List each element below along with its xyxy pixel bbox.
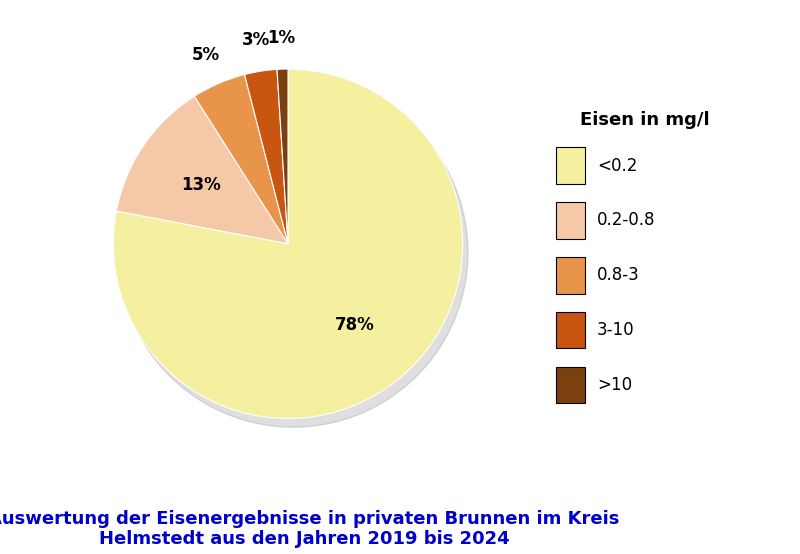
Bar: [556, 312, 585, 348]
Wedge shape: [194, 75, 288, 244]
Text: 3-10: 3-10: [597, 321, 634, 339]
Text: 3%: 3%: [242, 31, 270, 49]
Wedge shape: [277, 69, 288, 244]
Text: >10: >10: [597, 376, 632, 394]
Bar: [556, 367, 585, 403]
Text: 13%: 13%: [182, 176, 221, 194]
Text: <0.2: <0.2: [597, 157, 637, 175]
Wedge shape: [116, 96, 288, 244]
Wedge shape: [114, 69, 462, 418]
Text: 5%: 5%: [192, 45, 220, 64]
Bar: [556, 147, 585, 184]
Ellipse shape: [118, 78, 468, 427]
Wedge shape: [245, 69, 288, 244]
Text: 78%: 78%: [335, 316, 374, 334]
Text: 1%: 1%: [267, 29, 295, 47]
Text: 0.2-0.8: 0.2-0.8: [597, 212, 655, 229]
Text: Eisen in mg/l: Eisen in mg/l: [580, 111, 710, 129]
Text: 0.8-3: 0.8-3: [597, 266, 639, 284]
Bar: [556, 202, 585, 239]
Text: Auswertung der Eisenergebnisse in privaten Brunnen im Kreis
Helmstedt aus den Ja: Auswertung der Eisenergebnisse in privat…: [0, 510, 620, 548]
Bar: [556, 257, 585, 294]
